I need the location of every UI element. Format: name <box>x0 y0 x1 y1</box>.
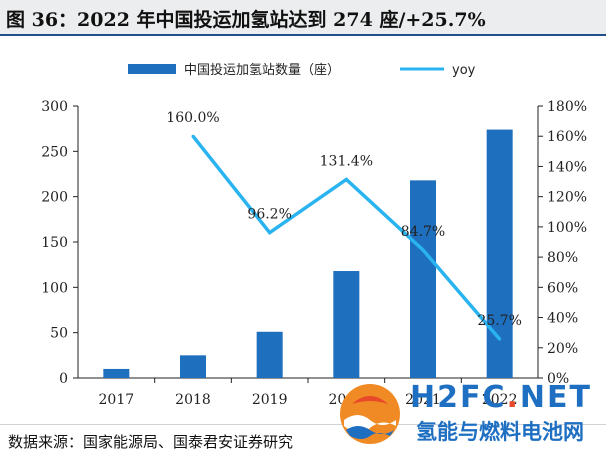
left-tick-label: 250 <box>41 144 68 160</box>
watermark-logo-icon <box>340 384 400 444</box>
left-tick-label: 0 <box>59 371 68 387</box>
left-tick-label: 50 <box>50 326 68 342</box>
legend-bar-label: 中国投运加氢站数量（座） <box>184 62 340 78</box>
watermark-domain-suffix: NET <box>519 380 592 415</box>
chart: 中国投运加氢站数量（座） yoy 0 50 100 150 200 250 300 0% 20%… <box>41 62 587 408</box>
watermark-domain-prefix: H2FC <box>410 380 507 415</box>
left-tick-label: 100 <box>41 280 68 296</box>
yoy-point-2020 <box>344 177 348 181</box>
legend-line-label: yoy <box>452 63 476 78</box>
watermark-domain-dot: . <box>506 380 520 415</box>
bar-2020 <box>333 271 360 378</box>
yoy-label-2019: 96.2% <box>247 207 291 223</box>
bar-2018 <box>180 355 206 378</box>
bar-2017 <box>103 368 130 378</box>
bar-2019 <box>256 331 283 378</box>
x-tick-label: 2017 <box>99 392 135 408</box>
right-tick-label: 0% <box>547 371 569 387</box>
watermark-domain: H2FC.NET <box>410 380 592 415</box>
left-tick-label: 200 <box>41 190 68 206</box>
yoy-labels: 160.0% 96.2% 131.4% 84.7% 25.7% <box>166 110 522 329</box>
figure-title: 图 36：2022 年中国投运加氢站达到 274 座/+25.7% <box>6 9 486 31</box>
legend: 中国投运加氢站数量（座） yoy <box>128 62 476 78</box>
x-tick-label: 2022 <box>482 392 518 408</box>
yoy-label-2018: 160.0% <box>166 110 219 126</box>
footer: 数据来源：国家能源局、国泰君安证券研究 <box>0 424 606 456</box>
axes: 0 50 100 150 200 250 300 0% 20% 40% 60% 80% 100% 120%… <box>41 99 587 408</box>
title-bar: 图 36：2022 年中国投运加氢站达到 274 座/+25.7% <box>0 0 606 36</box>
legend-bar-swatch <box>128 64 176 74</box>
yoy-point-2019 <box>268 231 272 235</box>
right-tick-label: 40% <box>547 311 578 327</box>
yoy-line <box>191 134 502 341</box>
x-tick-label: 2021 <box>405 392 441 408</box>
yoy-point-2021 <box>421 248 425 252</box>
yoy-label-2020: 131.4% <box>320 153 373 169</box>
bar-2022 <box>486 129 513 378</box>
x-tick-label: 2018 <box>175 392 211 408</box>
right-tick-label: 120% <box>547 190 587 206</box>
source-note: 数据来源：国家能源局、国泰君安证券研究 <box>8 433 294 451</box>
right-tick-label: 180% <box>547 99 587 115</box>
left-tick-label: 300 <box>41 99 68 115</box>
watermark-name: 氢能与燃料电池网 <box>416 420 584 444</box>
yoy-point-2022 <box>498 337 502 341</box>
right-tick-label: 100% <box>547 220 587 236</box>
right-tick-label: 140% <box>547 159 587 175</box>
bars <box>103 129 513 378</box>
right-tick-label: 160% <box>547 129 587 145</box>
bar-2021 <box>410 180 436 378</box>
yoy-label-2021: 84.7% <box>401 224 445 240</box>
yoy-point-2018 <box>191 134 195 138</box>
yoy-label-2022: 25.7% <box>477 313 521 329</box>
x-tick-label: 2019 <box>252 392 288 408</box>
left-tick-label: 150 <box>41 235 68 251</box>
right-tick-label: 80% <box>547 250 578 266</box>
right-tick-label: 20% <box>547 341 578 357</box>
right-tick-label: 60% <box>547 280 578 296</box>
watermark: H2FC.NET 氢能与燃料电池网 <box>330 378 606 450</box>
